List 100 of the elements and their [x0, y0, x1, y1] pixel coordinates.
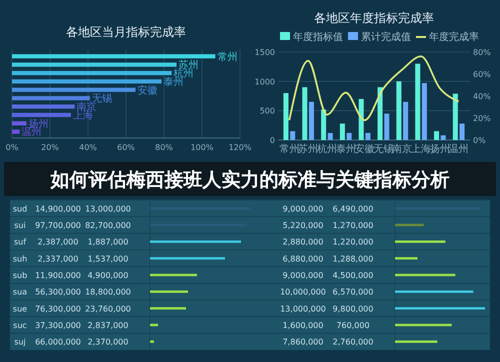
bar — [452, 94, 458, 140]
text: 2,837,000 — [88, 321, 128, 330]
bar — [396, 81, 402, 140]
text: 11,900,000 — [35, 271, 81, 280]
y-tick-label: suh — [12, 254, 28, 264]
chart-title: 各地区当月指标完成率 — [66, 25, 186, 39]
text: 18,800,000 — [85, 288, 131, 297]
legend-label: 年度完成率 — [429, 31, 479, 43]
y-tick-label: 500 — [260, 106, 275, 116]
text: 97,700,000 — [35, 221, 81, 230]
x-tick-label: 温州 — [448, 143, 469, 155]
y-tick-label: sui — [14, 221, 26, 230]
bar — [384, 114, 390, 140]
text: 1,537,000 — [88, 254, 128, 264]
y-tick-label: 1000 — [254, 77, 275, 86]
bar — [12, 79, 162, 84]
bar — [358, 98, 364, 140]
bar — [403, 102, 408, 140]
text: 56,300,000 — [35, 288, 81, 297]
x-tick-label: 杭州 — [316, 143, 337, 155]
bar — [340, 124, 345, 140]
text: 6,880,000 — [282, 254, 324, 264]
text: 1,220,000 — [332, 238, 374, 247]
x-tick-label: 南京 — [392, 143, 412, 155]
x-tick-label: 0% — [6, 143, 19, 152]
text: 6,570,000 — [332, 288, 374, 297]
y-tick-label: suf — [14, 238, 26, 247]
text: 66,000,000 — [35, 338, 81, 347]
bar — [12, 62, 177, 67]
y-tick-label: sud — [12, 204, 28, 214]
bar — [12, 70, 172, 76]
x-tick-label: 无锡 — [373, 144, 394, 155]
bar — [150, 240, 241, 243]
bar — [12, 96, 90, 100]
bar — [150, 290, 188, 293]
x-tick-label: 100% — [190, 143, 214, 152]
x-tick-label: 120% — [228, 143, 252, 152]
bar — [415, 64, 420, 140]
bar — [302, 87, 308, 140]
bar — [12, 88, 136, 92]
y2-tick-label: 0% — [473, 136, 486, 145]
text: 4,500,000 — [332, 271, 374, 280]
bar — [365, 132, 370, 140]
x-tick-label: 60% — [117, 143, 136, 152]
text: 2,387,000 — [38, 238, 78, 247]
bar — [328, 132, 333, 140]
text: 76,300,000 — [35, 304, 81, 314]
y-tick-label: suc — [13, 321, 27, 330]
text: 10,000,000 — [280, 288, 326, 297]
text: 9,000,000 — [282, 204, 324, 214]
x-tick-label: 泰州 — [336, 143, 356, 155]
text: 2,337,000 — [38, 254, 78, 264]
bar — [395, 257, 418, 260]
text: 13,000,000 — [85, 204, 131, 214]
text: 1,600,000 — [282, 321, 324, 330]
bar — [12, 121, 26, 126]
y2-tick-label: 60% — [473, 70, 492, 79]
bar — [422, 83, 427, 140]
text: 9,800,000 — [332, 304, 374, 314]
text: 13,000,000 — [280, 304, 326, 314]
text: 1,270,000 — [332, 221, 374, 230]
y-tick-label: sua — [12, 288, 28, 297]
x-tick-label: 苏州 — [298, 143, 318, 155]
legend-label: 累计完成值 — [361, 31, 411, 43]
bar — [395, 340, 438, 343]
y2-tick-label: 20% — [473, 114, 492, 123]
text: 2,760,000 — [332, 338, 374, 347]
bar — [395, 307, 485, 310]
bar — [150, 257, 225, 260]
bar — [150, 340, 154, 343]
text: 4,900,000 — [88, 271, 128, 280]
text: 82,700,000 — [85, 221, 131, 230]
text: 14,900,000 — [35, 204, 81, 214]
y-tick-label: sub — [12, 271, 28, 280]
chart-title: 各地区年度指标完成率 — [314, 11, 434, 25]
bar — [395, 290, 474, 293]
bar — [12, 130, 20, 134]
bar — [12, 104, 75, 109]
text: 如何评估梅西接班人实力的标准与关键指标分析 — [50, 169, 450, 191]
bar — [440, 135, 446, 140]
x-tick-label: 安徽 — [354, 143, 375, 155]
x-tick-label: 20% — [41, 143, 60, 152]
text: 6,490,000 — [332, 204, 374, 214]
x-tick-label: 80% — [155, 143, 174, 152]
bar — [290, 131, 296, 140]
bar — [378, 87, 383, 140]
x-tick-label: 40% — [79, 143, 98, 152]
y-tick-label: 温州 — [22, 126, 42, 138]
text: 23,760,000 — [85, 304, 131, 314]
text: 760,000 — [336, 321, 370, 330]
text: 1,288,000 — [332, 254, 374, 264]
text: 2,880,000 — [282, 238, 324, 247]
bar — [12, 112, 71, 118]
text: 9,000,000 — [282, 271, 324, 280]
text: 7,860,000 — [282, 338, 324, 347]
y2-tick-label: 40% — [473, 92, 492, 101]
text: 2,370,000 — [88, 338, 128, 347]
bar — [395, 240, 446, 243]
bar — [283, 93, 288, 140]
text: 1,887,000 — [88, 238, 128, 247]
